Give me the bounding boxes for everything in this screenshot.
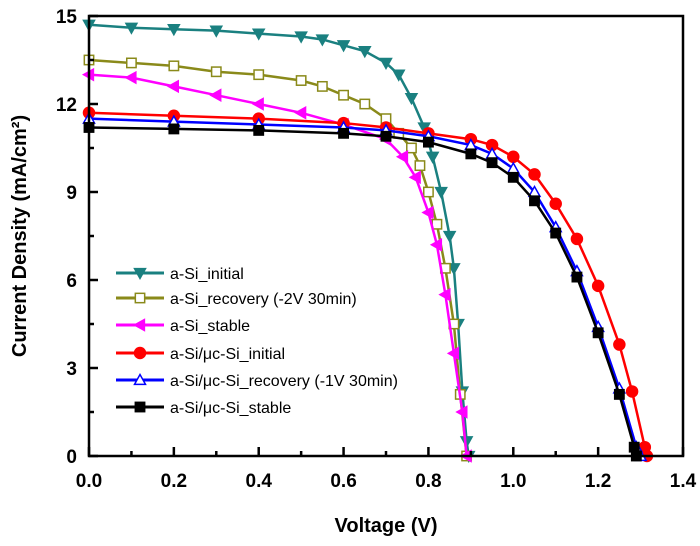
data-point bbox=[338, 89, 349, 101]
data-point bbox=[414, 160, 426, 172]
data-point bbox=[126, 57, 137, 69]
series-line bbox=[88, 23, 470, 457]
data-point bbox=[408, 170, 421, 185]
data-point bbox=[315, 34, 330, 47]
x-tick-label: 0.8 bbox=[415, 471, 441, 492]
legend-label: a-Si/μc-Si_stable bbox=[170, 400, 291, 417]
data-point bbox=[358, 46, 372, 59]
series-line bbox=[88, 126, 638, 457]
data-point bbox=[421, 205, 434, 220]
data-point bbox=[465, 148, 477, 160]
series-line bbox=[88, 73, 468, 457]
x-tick-label: 0.6 bbox=[330, 471, 356, 492]
data-point bbox=[571, 271, 583, 283]
data-point bbox=[529, 195, 540, 207]
data-point bbox=[447, 263, 461, 276]
data-point bbox=[434, 186, 448, 200]
data-point bbox=[429, 238, 443, 252]
y-tick-label: 3 bbox=[66, 359, 77, 380]
data-point bbox=[455, 405, 468, 419]
data-point bbox=[359, 98, 371, 110]
data-point bbox=[294, 31, 308, 44]
data-point bbox=[613, 338, 626, 351]
series-4 bbox=[82, 111, 648, 462]
data-point bbox=[446, 346, 460, 361]
data-point bbox=[336, 40, 351, 53]
data-point bbox=[550, 227, 562, 239]
data-point bbox=[391, 69, 406, 82]
legend-label: a-Si/μc-Si_recovery (-1V 30min) bbox=[170, 373, 398, 390]
data-point bbox=[253, 124, 265, 136]
y-tick-label: 15 bbox=[56, 7, 78, 28]
y-tick-label: 12 bbox=[56, 95, 77, 116]
x-tick-label: 0.4 bbox=[246, 471, 273, 492]
data-point bbox=[209, 25, 224, 38]
data-point bbox=[591, 279, 605, 293]
legend-marker bbox=[133, 372, 147, 386]
x-tick-label: 1.4 bbox=[670, 471, 697, 492]
x-axis-label: Voltage (V) bbox=[335, 515, 438, 537]
data-point bbox=[168, 123, 180, 135]
y-tick-label: 6 bbox=[66, 271, 77, 292]
data-point bbox=[507, 171, 519, 183]
data-point bbox=[253, 69, 265, 81]
legend-label: a-Si_recovery (-2V 30min) bbox=[170, 291, 357, 308]
data-point bbox=[438, 287, 451, 302]
data-point bbox=[570, 232, 584, 246]
legend: a-Si_initial a-Si_recovery (-2V 30min) a-S… bbox=[116, 266, 398, 417]
data-point bbox=[406, 142, 417, 154]
data-point bbox=[209, 88, 222, 102]
data-point bbox=[423, 136, 434, 148]
data-point bbox=[425, 151, 440, 164]
data-point bbox=[338, 127, 349, 139]
legend-label: a-Si/μc-Si_initial bbox=[170, 346, 285, 363]
data-point bbox=[210, 66, 222, 78]
data-point bbox=[423, 186, 434, 198]
legend-marker bbox=[133, 346, 147, 360]
series-3 bbox=[82, 106, 654, 463]
data-point bbox=[251, 97, 264, 111]
x-tick-label: 0.2 bbox=[161, 471, 187, 492]
data-point bbox=[167, 24, 181, 37]
data-point bbox=[124, 22, 139, 35]
y-tick-label: 9 bbox=[66, 183, 77, 204]
data-point bbox=[442, 230, 457, 244]
series-0 bbox=[82, 19, 476, 464]
legend-marker bbox=[132, 318, 146, 332]
legend-marker bbox=[134, 292, 146, 304]
data-point bbox=[166, 79, 180, 94]
legend-marker bbox=[133, 267, 147, 281]
data-point bbox=[380, 130, 392, 142]
data-point bbox=[295, 75, 307, 86]
y-tick-label: 0 bbox=[66, 447, 77, 468]
data-point bbox=[251, 28, 266, 41]
data-point bbox=[507, 150, 520, 164]
data-point bbox=[316, 80, 328, 92]
legend-marker bbox=[134, 401, 146, 413]
data-point bbox=[124, 70, 137, 85]
data-point bbox=[395, 150, 409, 164]
data-point bbox=[379, 57, 393, 70]
data-point bbox=[528, 168, 541, 181]
series-5 bbox=[83, 122, 642, 462]
data-point bbox=[404, 92, 419, 106]
data-point bbox=[592, 327, 604, 339]
data-point bbox=[628, 441, 640, 453]
legend-label: a-Si_stable bbox=[170, 318, 250, 335]
data-point bbox=[486, 157, 498, 169]
data-point bbox=[549, 197, 562, 210]
legend-label: a-Si_initial bbox=[170, 266, 244, 283]
x-tick-label: 1.0 bbox=[500, 471, 526, 492]
series-line bbox=[88, 117, 642, 457]
data-point bbox=[613, 388, 625, 400]
x-tick-label: 1.2 bbox=[585, 471, 611, 492]
data-point bbox=[625, 385, 639, 398]
data-point bbox=[294, 106, 307, 120]
x-tick-label: 0.0 bbox=[76, 471, 102, 492]
data-point bbox=[168, 60, 180, 72]
y-axis-label: Current Density (mA/cm²) bbox=[9, 115, 31, 357]
